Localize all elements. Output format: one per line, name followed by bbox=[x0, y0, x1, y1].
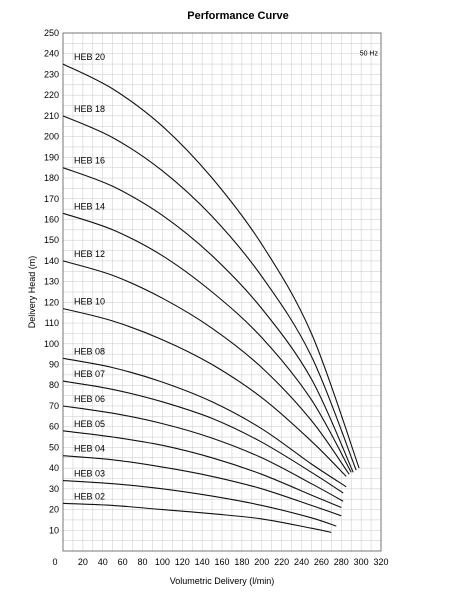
y-axis-label: Delivery Head (m) bbox=[27, 256, 37, 329]
y-tick-label: 10 bbox=[49, 525, 59, 535]
curve-label: HEB 14 bbox=[74, 201, 105, 211]
y-tick-label: 60 bbox=[49, 422, 59, 432]
curve-heb-20 bbox=[62, 63, 360, 469]
curve-heb-05 bbox=[62, 430, 342, 509]
performance-curves bbox=[62, 63, 360, 533]
x-tick-label: 140 bbox=[195, 557, 210, 567]
curve-label: HEB 05 bbox=[74, 419, 105, 429]
y-tick-label: 180 bbox=[44, 173, 59, 183]
frequency-note: 50 Hz bbox=[360, 51, 379, 58]
curve-heb-03 bbox=[62, 480, 337, 527]
x-tick-label: 280 bbox=[334, 557, 349, 567]
x-tick-label: 180 bbox=[234, 557, 249, 567]
curve-label: HEB 06 bbox=[74, 394, 105, 404]
curve-heb-14 bbox=[62, 212, 352, 473]
y-tick-label: 80 bbox=[49, 380, 59, 390]
curve-heb-12 bbox=[62, 260, 350, 475]
x-tick-label: 80 bbox=[137, 557, 147, 567]
y-tick-label: 140 bbox=[44, 256, 59, 266]
x-tick-label: 0 bbox=[52, 557, 57, 567]
y-axis-ticks: 10 20 30 40 50 60 70 80 90 100 110 120 130 140 150 160 1… bbox=[44, 28, 59, 535]
y-tick-label: 130 bbox=[44, 277, 59, 287]
y-tick-label: 30 bbox=[49, 484, 59, 494]
curve-label: HEB 02 bbox=[74, 491, 105, 501]
x-tick-label: 160 bbox=[214, 557, 229, 567]
grid-lines bbox=[63, 33, 381, 551]
curve-heb-07 bbox=[62, 380, 344, 494]
x-tick-label: 40 bbox=[98, 557, 108, 567]
curve-labels: HEB 02 HEB 03 HEB 04 HEB 05 HEB 06 HEB 07 HEB … bbox=[74, 52, 105, 501]
y-tick-label: 210 bbox=[44, 111, 59, 121]
y-tick-label: 170 bbox=[44, 194, 59, 204]
x-tick-label: 20 bbox=[78, 557, 88, 567]
chart-title: Performance Curve bbox=[187, 10, 289, 22]
y-tick-label: 90 bbox=[49, 360, 59, 370]
x-axis-label: Volumetric Delivery (l/min) bbox=[170, 576, 275, 586]
x-tick-label: 200 bbox=[254, 557, 269, 567]
x-tick-label: 320 bbox=[373, 557, 388, 567]
curve-label: HEB 16 bbox=[74, 156, 105, 166]
curve-heb-18 bbox=[62, 115, 357, 471]
y-tick-label: 240 bbox=[44, 49, 59, 59]
curve-heb-04 bbox=[62, 455, 342, 517]
curve-label: HEB 03 bbox=[74, 469, 105, 479]
curve-heb-16 bbox=[62, 167, 354, 473]
curve-heb-06 bbox=[62, 405, 344, 502]
x-tick-label: 100 bbox=[155, 557, 170, 567]
plot-frame bbox=[62, 32, 382, 552]
y-tick-label: 150 bbox=[44, 235, 59, 245]
curve-heb-10 bbox=[62, 308, 347, 477]
curve-label: HEB 12 bbox=[74, 249, 105, 259]
x-tick-label: 260 bbox=[314, 557, 329, 567]
y-tick-label: 40 bbox=[49, 463, 59, 473]
y-tick-label: 230 bbox=[44, 69, 59, 79]
y-tick-label: 100 bbox=[44, 339, 59, 349]
x-tick-label: 220 bbox=[274, 557, 289, 567]
y-tick-label: 160 bbox=[44, 214, 59, 224]
x-tick-label: 120 bbox=[175, 557, 190, 567]
curve-label: HEB 08 bbox=[74, 346, 105, 356]
y-tick-label: 50 bbox=[49, 442, 59, 452]
y-tick-label: 120 bbox=[44, 297, 59, 307]
x-tick-label: 60 bbox=[118, 557, 128, 567]
y-tick-label: 20 bbox=[49, 505, 59, 515]
y-tick-label: 70 bbox=[49, 401, 59, 411]
curve-label: HEB 20 bbox=[74, 52, 105, 62]
x-axis-ticks: 0 20 40 60 80 100 120 140 160 180 200 220 240 260 280 3… bbox=[52, 557, 388, 567]
y-tick-label: 200 bbox=[44, 132, 59, 142]
curve-label: HEB 04 bbox=[74, 444, 105, 454]
y-tick-label: 110 bbox=[45, 318, 59, 328]
x-tick-label: 300 bbox=[354, 557, 369, 567]
curve-label: HEB 10 bbox=[74, 297, 105, 307]
x-tick-label: 240 bbox=[294, 557, 309, 567]
curve-label: HEB 07 bbox=[74, 369, 105, 379]
y-tick-label: 250 bbox=[44, 28, 59, 38]
curve-heb-08 bbox=[62, 357, 347, 488]
y-tick-label: 190 bbox=[44, 152, 59, 162]
y-tick-label: 220 bbox=[44, 90, 59, 100]
curve-label: HEB 18 bbox=[74, 104, 105, 114]
curve-heb-02 bbox=[62, 502, 332, 533]
